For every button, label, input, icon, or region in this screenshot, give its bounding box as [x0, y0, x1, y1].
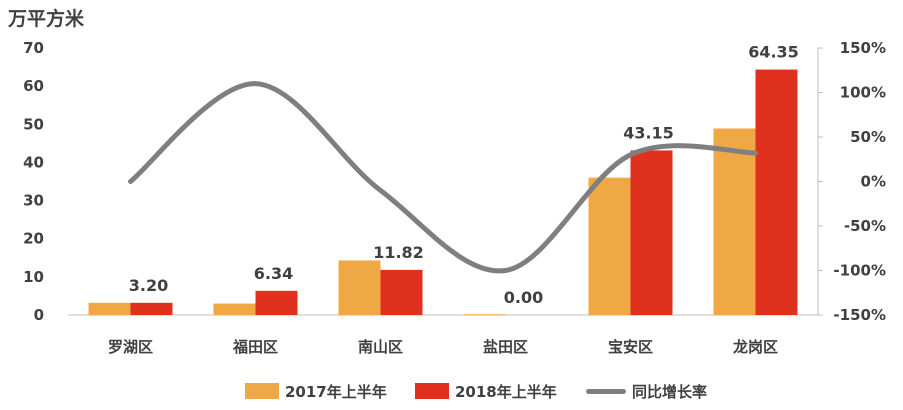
y-left-tick-label: 20: [23, 230, 44, 248]
legend-item-growth: 同比增长率: [586, 378, 707, 404]
data-label-2018: 3.20: [129, 276, 168, 295]
y-left-tick-label: 40: [23, 153, 44, 171]
y-left-tick-label: 60: [23, 77, 44, 95]
bar-line-chart: 0 10 20 30 40 50 60 70 -150% -100% -50% 0% 50% 100% 15…: [23, 39, 886, 356]
legend-swatch-2018: [415, 383, 449, 399]
y-right-tick-label: -100%: [833, 262, 886, 280]
y-axis-unit-label: 万平方米: [8, 8, 85, 30]
x-category-label: 盐田区: [483, 338, 528, 356]
y-right-tick-label: -50%: [844, 217, 886, 235]
x-category-label: 福田区: [232, 338, 278, 356]
x-category-label: 宝安区: [608, 338, 653, 356]
y-right-tick-label: 150%: [840, 39, 886, 57]
x-category-label: 罗湖区: [108, 338, 153, 356]
bar-2018: [630, 150, 673, 315]
data-label-2018: 0.00: [504, 288, 543, 307]
data-label-2018: 6.34: [254, 264, 293, 283]
bar-2017: [88, 302, 131, 315]
y-right-tick-label: 100%: [840, 84, 886, 102]
bar-2017: [588, 177, 631, 315]
y-right-tick-label: 50%: [850, 128, 886, 146]
legend-line-growth: [586, 388, 626, 394]
y-left-tick-label: 30: [23, 192, 44, 210]
bar-2017: [463, 314, 506, 316]
legend-label-growth: 同比增长率: [632, 382, 708, 401]
y-left-tick-label: 10: [23, 268, 44, 286]
y-left-tick-label: 0: [34, 306, 44, 324]
y-right-tick-label: -150%: [833, 306, 886, 324]
bar-2017: [213, 303, 256, 315]
legend-swatch-2017: [245, 383, 279, 399]
legend-item-2017: 2017年上半年: [245, 378, 387, 404]
y-right-tick-label: 0%: [861, 173, 886, 191]
legend-item-2018: 2018年上半年: [415, 378, 557, 404]
bar-2018: [130, 302, 173, 315]
data-label-2018: 11.82: [373, 243, 424, 262]
y-left-tick-label: 70: [23, 39, 44, 57]
y-left-tick-label: 50: [23, 115, 44, 133]
x-category-label: 龙岗区: [732, 338, 778, 356]
growth-rate-line: [128, 81, 758, 274]
x-category-label: 南山区: [358, 338, 403, 356]
bar-2017: [713, 128, 756, 315]
legend: 2017年上半年 2018年上半年 同比增长率: [0, 378, 903, 404]
data-label-2018: 43.15: [623, 123, 674, 142]
bar-2018: [255, 290, 298, 315]
bar-2017: [338, 260, 381, 315]
bar-2018: [380, 269, 423, 315]
legend-label-2018: 2018年上半年: [455, 382, 557, 401]
legend-label-2017: 2017年上半年: [285, 382, 387, 401]
bar-2018: [755, 69, 798, 315]
data-label-2018: 64.35: [748, 43, 799, 62]
